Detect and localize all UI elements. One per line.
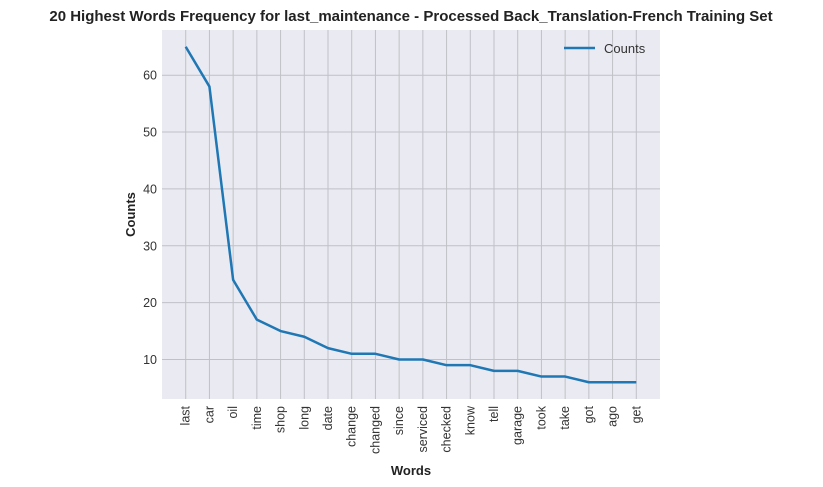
legend: Counts (564, 41, 646, 56)
y-tick-label-50: 50 (143, 126, 157, 140)
x-tick-label-ago: ago (606, 406, 620, 427)
chart-title: 20 Highest Words Frequency for last_main… (49, 8, 772, 25)
x-tick-label-changed: changed (368, 406, 382, 454)
x-tick-label-time: time (250, 406, 264, 430)
y-tick-labels: 10 20 30 40 50 60 (143, 69, 157, 367)
x-tick-label-serviced: serviced (416, 406, 430, 453)
x-tick-label-change: change (345, 406, 359, 447)
y-tick-label-30: 30 (143, 239, 157, 253)
y-axis-label: Counts (123, 192, 138, 237)
x-tick-label-shop: shop (274, 406, 288, 433)
x-tick-label-got: got (582, 405, 596, 423)
x-tick-label-date: date (321, 406, 335, 430)
x-tick-label-took: took (534, 405, 548, 429)
x-tick-label-long: long (297, 406, 311, 430)
x-tick-label-garage: garage (511, 406, 525, 445)
x-tick-label-car: car (202, 406, 216, 423)
x-tick-label-tell: tell (487, 406, 501, 422)
x-tick-label-since: since (392, 406, 406, 435)
grid-lines (162, 30, 660, 399)
series-line-counts (184, 46, 637, 384)
x-tick-label-checked: checked (440, 406, 454, 453)
y-tick-label-10: 10 (143, 353, 157, 367)
x-tick-label-take: take (558, 406, 572, 430)
x-tick-labels: last car oil time shop long date change changed s… (179, 405, 644, 454)
y-tick-label-40: 40 (143, 182, 157, 196)
x-tick-label-last: last (179, 405, 193, 425)
x-tick-label-know: know (463, 405, 477, 435)
legend-label-counts: Counts (604, 41, 646, 56)
y-tick-label-60: 60 (143, 69, 157, 83)
x-tick-label-oil: oil (226, 406, 240, 419)
plot-area (162, 30, 660, 399)
x-tick-label-get: get (629, 405, 643, 423)
x-axis-label: Words (391, 463, 431, 478)
y-tick-label-20: 20 (143, 296, 157, 310)
